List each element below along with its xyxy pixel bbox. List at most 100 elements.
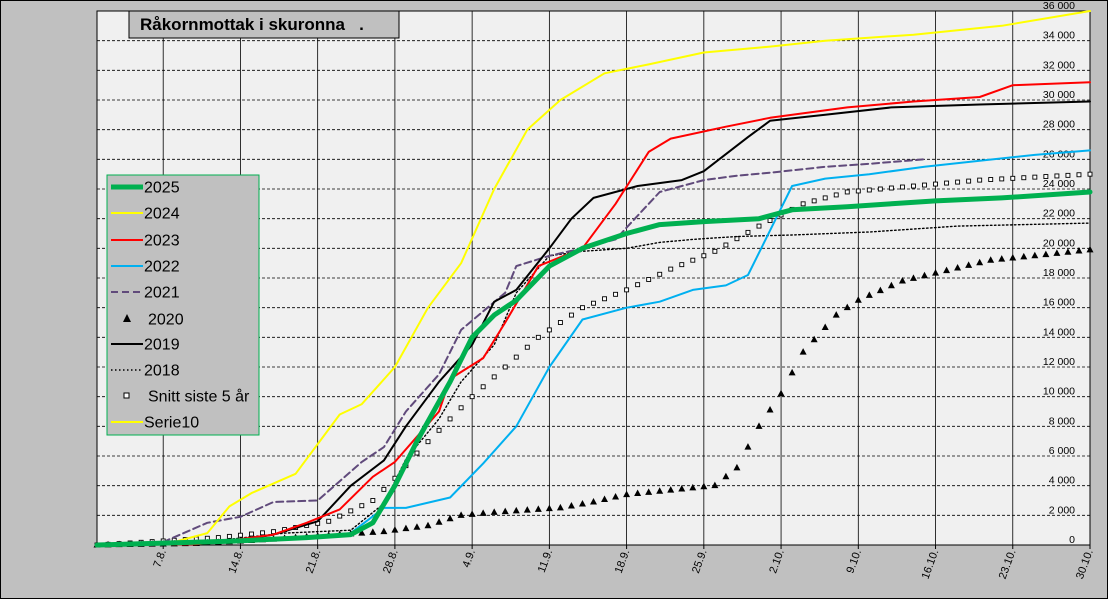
- series-snitt-siste-5-r-marker: [723, 242, 729, 248]
- series-2020-marker: [413, 523, 421, 530]
- series-snitt-siste-5-r-marker: [811, 198, 817, 204]
- series-snitt-siste-5-r-marker: [679, 262, 685, 268]
- series-2020-marker: [545, 504, 553, 512]
- series-2020-marker: [700, 482, 708, 490]
- series-2020-marker: [799, 348, 807, 355]
- series-2020-marker: [1075, 247, 1083, 254]
- series-snitt-siste-5-r-marker: [513, 354, 519, 360]
- series-2020-marker: [358, 529, 366, 536]
- x-tick-label: 4.9.: [460, 548, 478, 569]
- series-snitt-siste-5-r-marker: [800, 201, 806, 207]
- series-2020-marker: [1086, 245, 1094, 253]
- series-2020-marker: [479, 509, 487, 516]
- series-snitt-siste-5-r-marker: [977, 177, 983, 183]
- series-2020-marker: [722, 472, 730, 480]
- series-2020-marker: [689, 483, 697, 491]
- series-snitt-siste-5-r-marker: [502, 364, 508, 370]
- series-2020-marker: [523, 506, 531, 513]
- series-snitt-siste-5-r-marker: [877, 186, 883, 192]
- series-2020-marker: [965, 261, 973, 268]
- series-2020-marker: [1009, 253, 1017, 261]
- y-tick-label: 4 000: [1049, 475, 1075, 487]
- y-axis: 0 2 000 4 000 6 000 8 000 10 000 12 000 14 000 1…: [1043, 1, 1075, 546]
- y-tick-label: 6 000: [1049, 445, 1075, 457]
- series-2020-marker: [744, 443, 752, 450]
- series-2020-marker: [1020, 252, 1028, 260]
- y-tick-label: 22 000: [1043, 208, 1075, 220]
- y-tick-label: 34 000: [1043, 30, 1075, 42]
- series-snitt-siste-5-r-marker: [535, 334, 541, 340]
- series-2020-marker: [998, 255, 1006, 262]
- x-tick-label: 16.10.: [920, 548, 942, 581]
- series-2020-marker: [843, 303, 851, 311]
- y-tick-label: 18 000: [1043, 267, 1075, 279]
- legend-2024-label: 2024: [144, 206, 180, 223]
- series-snitt-siste-5-r-marker: [1043, 174, 1049, 179]
- y-tick-label: 36 000: [1043, 1, 1075, 12]
- series-2020-marker: [578, 499, 586, 507]
- series-2019-line: [96, 100, 1091, 546]
- series-snitt-siste-5-r-marker: [1021, 175, 1027, 181]
- series-2020-marker: [921, 271, 928, 279]
- series-2020-marker: [865, 291, 873, 298]
- series-snitt-siste-5-r-marker: [911, 183, 916, 189]
- series-snitt-siste-5-r-marker: [955, 179, 961, 185]
- series-snitt-siste-5-r-marker: [546, 327, 552, 333]
- series-snitt-siste-5-r-marker: [414, 450, 420, 456]
- series-snitt-siste-5-r-marker: [602, 296, 607, 302]
- x-tick-label: 30.10.: [1074, 548, 1096, 581]
- x-tick-label: 2.10.: [767, 548, 787, 575]
- series-2020-marker: [656, 487, 664, 494]
- series-2020-marker: [446, 514, 454, 522]
- series-snitt-siste-5-r-marker: [249, 531, 254, 537]
- series-2020-marker: [810, 335, 818, 343]
- series-snitt-siste-5-r-marker: [1087, 171, 1093, 177]
- series-snitt-siste-5-r-marker: [348, 508, 354, 514]
- series-snitt-siste-5-r-marker: [1032, 174, 1038, 180]
- series-2020-marker: [898, 276, 906, 284]
- x-tick-label: 25.9.: [690, 548, 710, 575]
- series-snitt-siste-5-r-marker: [899, 184, 905, 190]
- x-tick-label: 14.8.: [227, 548, 247, 575]
- series-snitt-siste-5-r-marker: [944, 180, 950, 186]
- series-2020-marker: [854, 296, 862, 303]
- series-2020-marker: [369, 528, 377, 535]
- y-tick-label: 28 000: [1043, 119, 1075, 131]
- series-2020-marker: [954, 263, 962, 271]
- series-snitt-siste-5-r-marker: [1054, 173, 1060, 179]
- series-snitt-siste-5-r-marker: [370, 498, 376, 503]
- series-2020-marker: [832, 311, 840, 318]
- series-2020-marker: [402, 524, 410, 532]
- series-2020-marker: [512, 506, 520, 514]
- series-2020-marker: [556, 503, 564, 511]
- legend-2022-label: 2022: [144, 259, 180, 276]
- legend-2023-label: 2023: [144, 233, 180, 250]
- series-2020-marker: [909, 274, 917, 281]
- series-snitt-siste-5-r-marker: [326, 518, 332, 524]
- x-tick-label: 23.10.: [997, 548, 1019, 581]
- y-tick-label: 16 000: [1043, 297, 1075, 309]
- legend-2025-label: 2025: [144, 180, 180, 197]
- series-2020-marker: [821, 323, 829, 330]
- series-snitt-siste-5-r-marker: [1076, 172, 1082, 178]
- legend-serie10-label: Serie10: [144, 415, 199, 432]
- series-snitt-siste-5-r-marker: [999, 176, 1005, 182]
- x-tick-label: 7.8.: [151, 548, 169, 569]
- x-tick-label: 21.8.: [304, 548, 324, 575]
- series-2020-marker: [1064, 248, 1072, 255]
- series-2024-line: [96, 10, 1091, 546]
- legend-2020-swatch: [123, 314, 131, 322]
- legend-2019-label: 2019: [144, 337, 180, 354]
- series-snitt-siste-5-r-marker: [260, 530, 265, 536]
- series-snitt-siste-5-r-marker: [359, 503, 365, 509]
- series-2020-marker: [380, 527, 388, 535]
- series-2025-line: [94, 189, 1093, 548]
- series-snitt-siste-5-r-marker: [469, 394, 475, 400]
- series-2020-marker: [567, 501, 575, 509]
- series-snitt-siste-5-r-marker: [237, 532, 243, 538]
- series-2020-marker: [1042, 250, 1050, 258]
- legend-snitt-siste-5-r-label: Snitt siste 5 år: [148, 388, 250, 406]
- x-axis: 7.8. 14.8. 21.8. 28.8. 4.9. 11.9. 18.9. 25.9. 2.…: [151, 545, 1096, 581]
